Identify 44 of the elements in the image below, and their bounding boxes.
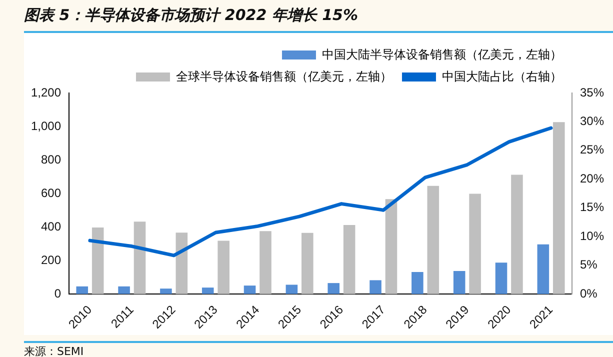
bar xyxy=(511,174,523,294)
y-tick-label: 800 xyxy=(41,152,62,166)
y-tick-label: 600 xyxy=(41,186,62,200)
y2-tick-label: 25% xyxy=(580,142,604,157)
y2-tick-label: 35% xyxy=(580,85,604,100)
bar xyxy=(302,232,314,294)
legend-label: 中国大陆占比（右轴） xyxy=(442,69,562,84)
legend-label: 中国大陆半导体设备销售额（亿美元，左轴） xyxy=(322,47,562,62)
bar xyxy=(328,283,340,294)
y-tick-label: 0 xyxy=(54,286,62,300)
chart-title: 图表 5：半导体设备市场预计 2022 年增长 15% xyxy=(24,6,358,25)
y-tick-label: 200 xyxy=(41,252,62,267)
bar xyxy=(537,244,550,294)
y2-tick-label: 10% xyxy=(580,228,604,243)
y2-tick-label: 20% xyxy=(580,171,604,186)
y2-tick-label: 30% xyxy=(580,114,604,128)
bar xyxy=(453,271,466,294)
bar xyxy=(134,222,146,294)
bar xyxy=(92,227,104,294)
bar xyxy=(469,194,481,294)
y2-tick-label: 0% xyxy=(580,286,598,300)
bar xyxy=(76,286,88,294)
bar xyxy=(552,122,565,294)
bar xyxy=(385,199,398,294)
bar xyxy=(118,286,130,294)
bar xyxy=(343,224,356,294)
bar xyxy=(176,232,188,294)
legend-label: 全球半导体设备销售额（亿美元，左轴） xyxy=(176,69,392,84)
bar xyxy=(218,240,230,294)
bar xyxy=(286,284,298,294)
source-note: 来源：SEMI xyxy=(24,344,84,357)
bar xyxy=(495,262,508,294)
bar xyxy=(160,288,172,294)
y2-tick-label: 15% xyxy=(580,200,604,214)
y-tick-label: 1,000 xyxy=(31,118,62,133)
y-tick-label: 1,200 xyxy=(31,85,62,100)
bar xyxy=(412,272,424,294)
bar xyxy=(370,280,382,294)
bar xyxy=(244,286,256,294)
y2-tick-label: 5% xyxy=(580,258,598,272)
bar xyxy=(427,186,440,294)
bar xyxy=(202,288,214,294)
bar xyxy=(260,231,272,294)
y-tick-label: 400 xyxy=(41,219,62,234)
